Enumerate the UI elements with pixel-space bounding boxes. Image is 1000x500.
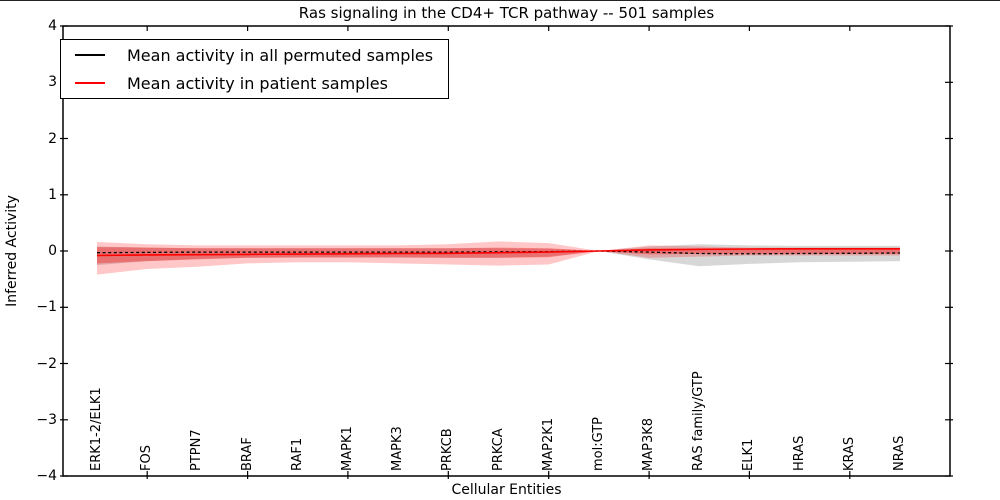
legend-row-permuted: Mean activity in all permuted samples — [61, 43, 448, 67]
x-tick-label: FOS — [139, 445, 155, 471]
x-tick-label: PRKCA — [490, 428, 506, 471]
x-tick-label: PTPN7 — [189, 429, 205, 471]
legend-label-permuted: Mean activity in all permuted samples — [127, 45, 434, 65]
x-tick-label: RAF1 — [289, 437, 305, 471]
x-tick-label: ERK1-2/ELK1 — [89, 387, 104, 471]
legend-line-sample-red — [75, 82, 105, 84]
y-tick-label: 4 — [48, 18, 57, 34]
legend-row-patient: Mean activity in patient samples — [61, 71, 448, 95]
chart-title: Ras signaling in the CD4+ TCR pathway --… — [298, 4, 715, 22]
x-tick-label: HRAS — [791, 435, 807, 471]
y-tick-label: −1 — [36, 299, 57, 316]
y-tick-label: −4 — [36, 468, 57, 484]
x-tick-label: MAP3K8 — [641, 417, 657, 471]
legend-box: Mean activity in all permuted samples Me… — [60, 39, 449, 99]
x-tick-label: KRAS — [841, 436, 857, 471]
y-tick-label: −3 — [36, 411, 57, 428]
permuted-mean-line — [96, 250, 901, 255]
legend-line-sample-black — [75, 54, 105, 56]
x-tick-label: mol:GTP — [590, 417, 606, 471]
x-tick-label: BRAF — [239, 437, 255, 471]
y-tick-label: 1 — [48, 186, 57, 203]
x-axis-label: Cellular Entities — [451, 482, 562, 498]
x-tick-label: PRKCB — [440, 428, 456, 471]
x-tick-label: MAPK1 — [339, 426, 355, 471]
patient-mean-line — [96, 248, 900, 257]
legend-label-patient: Mean activity in patient samples — [127, 73, 388, 93]
x-tick-label: MAPK3 — [390, 426, 406, 471]
x-tick-label: RAS family/GTP — [691, 371, 707, 471]
y-tick-label: 2 — [48, 130, 57, 147]
x-tick-label: ELK1 — [741, 438, 757, 471]
y-tick-label: 0 — [48, 243, 57, 259]
x-tick-label: NRAS — [892, 435, 907, 471]
y-tick-label: 3 — [48, 74, 57, 91]
patient-inner-band — [97, 247, 900, 264]
x-tick-label: MAP2K1 — [540, 417, 556, 471]
y-tick-label: −2 — [36, 355, 57, 372]
